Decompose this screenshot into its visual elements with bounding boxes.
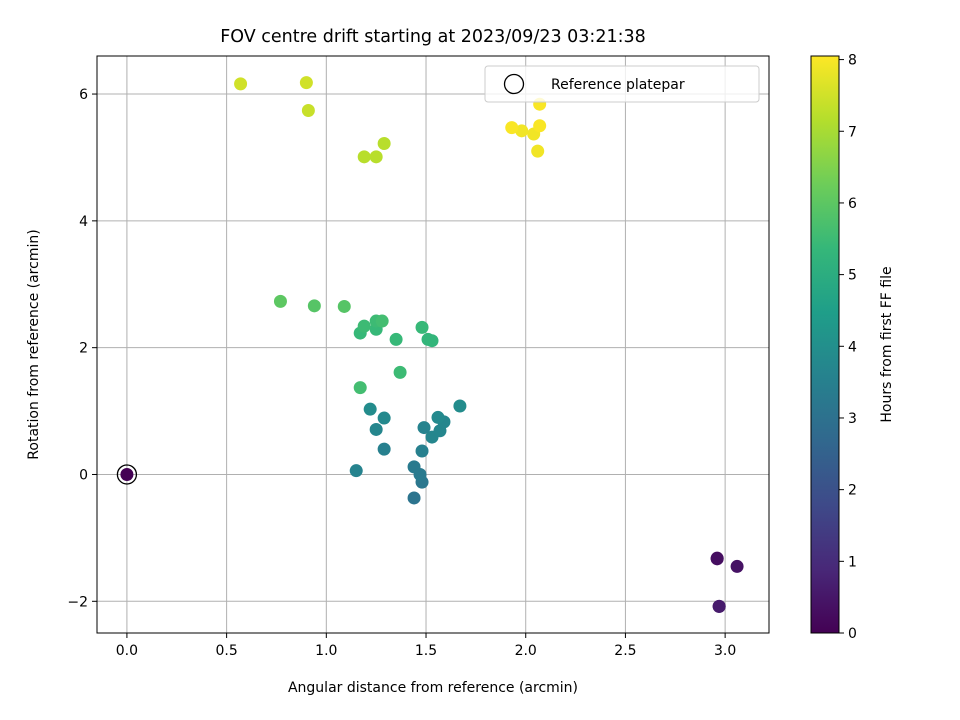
data-point xyxy=(377,137,391,151)
plot-frame xyxy=(96,55,770,634)
data-point xyxy=(393,365,407,379)
colorbar-tick-label: 4 xyxy=(848,339,857,355)
data-point xyxy=(377,442,391,456)
data-point xyxy=(349,464,363,478)
data-point xyxy=(307,299,321,313)
data-point xyxy=(417,421,431,435)
colorbar-tick-label: 5 xyxy=(848,268,857,284)
x-tick-label: 0.0 xyxy=(116,643,138,659)
x-tick-label: 2.5 xyxy=(614,643,636,659)
x-tick-label: 2.0 xyxy=(515,643,537,659)
data-point xyxy=(299,76,313,90)
colorbar-tick-label: 3 xyxy=(848,411,857,427)
x-tick-label: 3.0 xyxy=(714,643,736,659)
data-point xyxy=(363,402,377,416)
y-tick-label: 0 xyxy=(79,467,88,483)
y-tick-label: 4 xyxy=(79,214,88,230)
data-points xyxy=(234,76,744,613)
x-tick-label: 1.5 xyxy=(415,643,437,659)
data-point xyxy=(431,410,445,424)
data-point xyxy=(415,444,429,458)
data-point xyxy=(415,320,429,334)
reference-platepar-marker xyxy=(116,464,138,485)
data-point xyxy=(369,422,383,436)
chart-title: FOV centre drift starting at 2023/09/23 … xyxy=(220,27,646,47)
data-point xyxy=(389,332,403,346)
data-point xyxy=(730,559,744,573)
colorbar-tick-label: 2 xyxy=(848,483,857,499)
colorbar-tick-label: 7 xyxy=(848,124,857,140)
colorbar-tick-label: 6 xyxy=(848,196,857,212)
colorbar-tick-label: 8 xyxy=(848,53,857,69)
legend-box xyxy=(484,65,760,103)
data-point xyxy=(515,124,529,138)
y-axis-ticks: −2 0 2 4 6 xyxy=(67,87,97,610)
data-point xyxy=(531,144,545,158)
colorbar-frame xyxy=(810,55,840,634)
data-point xyxy=(273,294,287,308)
colorbar: 0 1 2 3 4 5 6 7 8 Hours from first FF file xyxy=(810,53,895,642)
legend: Reference platepar xyxy=(484,65,760,103)
colorbar-ticks: 0 1 2 3 4 5 6 7 8 xyxy=(839,53,857,642)
data-point xyxy=(425,334,439,348)
colorbar-tick-label: 1 xyxy=(848,554,857,570)
data-point xyxy=(301,104,315,118)
grid-lines xyxy=(97,56,769,633)
data-point xyxy=(377,411,391,425)
y-axis-label: Rotation from reference (arcmin) xyxy=(26,229,42,459)
x-tick-label: 1.0 xyxy=(315,643,337,659)
colorbar-gradient xyxy=(811,56,839,633)
data-point xyxy=(357,150,371,164)
colorbar-tick-label: 0 xyxy=(848,626,857,642)
x-axis-ticks: 0.0 0.5 1.0 1.5 2.0 2.5 3.0 xyxy=(116,633,736,659)
data-point xyxy=(407,460,421,474)
legend-label: Reference platepar xyxy=(551,77,685,93)
y-tick-label: 2 xyxy=(79,341,88,357)
data-point xyxy=(369,150,383,164)
data-point xyxy=(505,121,519,135)
y-tick-label: −2 xyxy=(67,594,88,610)
x-axis-label: Angular distance from reference (arcmin) xyxy=(288,680,578,696)
data-point xyxy=(357,319,371,333)
data-point xyxy=(375,314,389,328)
colorbar-label: Hours from first FF file xyxy=(879,266,895,422)
reference-point xyxy=(120,467,134,481)
data-point xyxy=(234,77,248,91)
legend-marker-open-circle xyxy=(503,73,525,95)
data-point xyxy=(712,599,726,613)
data-point xyxy=(710,552,724,566)
y-tick-label: 6 xyxy=(79,87,88,103)
reference-marker-layer xyxy=(116,464,138,485)
data-point xyxy=(453,399,467,413)
x-tick-label: 0.5 xyxy=(215,643,237,659)
data-point xyxy=(353,381,367,395)
data-point xyxy=(533,119,547,133)
data-point xyxy=(337,299,351,313)
data-point xyxy=(407,491,421,505)
